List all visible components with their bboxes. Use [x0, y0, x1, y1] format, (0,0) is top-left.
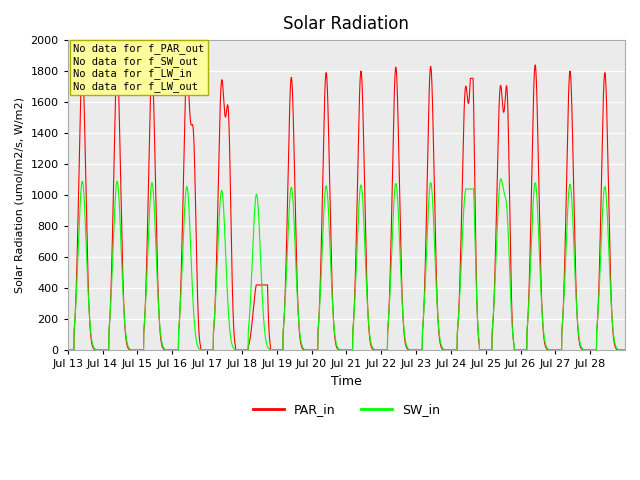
PAR_in [388, 174, 396, 180]
PAR_in [531, 62, 539, 68]
Text: No data for f_PAR_out
No data for f_SW_out
No data for f_LW_in
No data for f_LW_: No data for f_PAR_out No data for f_SW_o… [74, 43, 205, 92]
PAR_in [621, 347, 629, 353]
Legend: PAR_in, SW_in: PAR_in, SW_in [248, 398, 445, 421]
SW_in [278, 347, 285, 353]
PAR_in [489, 324, 497, 329]
SW_in [83, 265, 91, 271]
Line: PAR_in: PAR_in [68, 65, 625, 350]
PAR_in [83, 239, 91, 245]
SW_in [64, 347, 72, 353]
SW_in [497, 176, 505, 181]
X-axis label: Time: Time [331, 374, 362, 388]
PAR_in [278, 347, 285, 353]
SW_in [621, 347, 629, 353]
Title: Solar Radiation: Solar Radiation [284, 15, 410, 33]
PAR_in [404, 346, 412, 352]
PAR_in [326, 182, 333, 188]
SW_in [489, 320, 497, 326]
SW_in [388, 232, 396, 238]
Line: SW_in: SW_in [68, 179, 625, 350]
SW_in [326, 236, 333, 242]
Y-axis label: Solar Radiation (umol/m2/s, W/m2): Solar Radiation (umol/m2/s, W/m2) [15, 97, 25, 293]
PAR_in [64, 347, 72, 353]
SW_in [404, 345, 412, 350]
